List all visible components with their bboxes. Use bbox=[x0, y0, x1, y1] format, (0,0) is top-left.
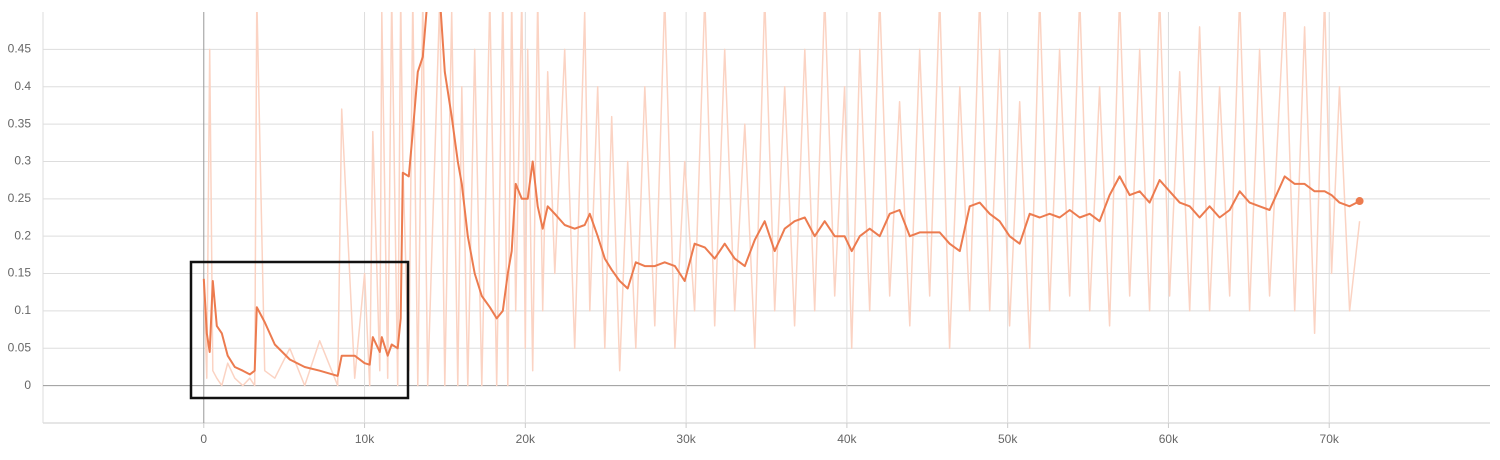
y-tick-label: 0.45 bbox=[8, 42, 32, 56]
series-line bbox=[203, 12, 1361, 387]
x-tick-label: 60k bbox=[1159, 432, 1179, 446]
end-point bbox=[1355, 197, 1364, 206]
plot bbox=[202, 12, 1364, 387]
grid bbox=[43, 12, 1490, 423]
y-tick-label: 0.3 bbox=[14, 154, 31, 168]
y-tick-label: 0.2 bbox=[14, 228, 31, 242]
x-tick-label: 70k bbox=[1320, 432, 1340, 446]
x-tick-label: 0 bbox=[200, 432, 207, 446]
x-tick-label: 40k bbox=[837, 432, 857, 446]
y-tick-label: 0.05 bbox=[8, 340, 32, 354]
x-tick-label: 10k bbox=[355, 432, 375, 446]
y-tick-label: 0.1 bbox=[14, 303, 31, 317]
y-tick-label: 0.4 bbox=[14, 79, 31, 93]
y-tick-label: 0.35 bbox=[8, 116, 32, 130]
y-tick-label: 0 bbox=[24, 378, 31, 392]
x-tick-label: 30k bbox=[676, 432, 696, 446]
highlight-box bbox=[189, 260, 410, 400]
y-tick-label: 0.25 bbox=[8, 191, 32, 205]
x-tick-label: 20k bbox=[516, 432, 536, 446]
series-line bbox=[202, 12, 1361, 377]
y-tick-label: 0.15 bbox=[8, 266, 32, 280]
x-tick-label: 50k bbox=[998, 432, 1018, 446]
